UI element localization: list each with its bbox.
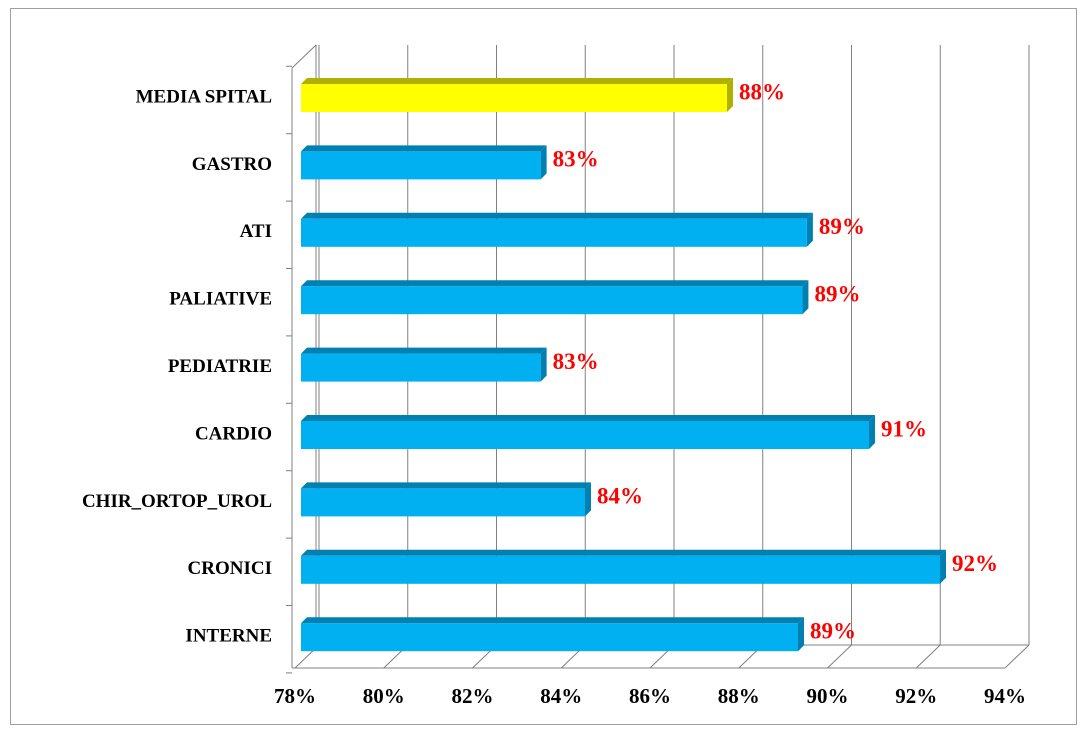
bar-top: [301, 212, 813, 219]
bar-top: [301, 347, 547, 354]
y-tick-label: MEDIA SPITAL: [136, 86, 272, 107]
x-tick-label: 82%: [452, 684, 494, 708]
x-tick-label: 88%: [718, 684, 760, 708]
x-tick-label: 94%: [984, 684, 1026, 708]
floor-grid-line: [1004, 644, 1030, 669]
floor-grid-line: [915, 644, 941, 669]
bar-side: [798, 617, 804, 652]
bar-side: [802, 280, 809, 315]
bar: [301, 286, 803, 315]
bar: [301, 151, 541, 180]
side-wall-top: [291, 44, 317, 69]
bar-top: [301, 280, 809, 287]
y-tick-label: CHIR_ORTOP_UROL: [82, 491, 272, 512]
bar-side: [806, 212, 813, 247]
floor-grid-line: [827, 644, 852, 669]
bar: [301, 84, 727, 112]
value-label: 91%: [881, 416, 927, 441]
bar-top: [301, 78, 733, 84]
x-tick-label: 86%: [629, 684, 671, 708]
bar: [301, 555, 940, 584]
x-tick-label: 92%: [895, 684, 937, 708]
value-label: 83%: [553, 349, 599, 374]
value-label: 84%: [597, 484, 643, 509]
x-tick-label: 78%: [274, 684, 316, 708]
bar-side: [869, 415, 875, 449]
value-label: 89%: [810, 618, 856, 643]
x-tick-label: 84%: [540, 684, 582, 708]
y-tick-label: CARDIO: [195, 423, 272, 444]
bar-top: [301, 617, 804, 624]
x-tick-label: 80%: [363, 684, 405, 708]
value-label: 88%: [739, 79, 785, 104]
bar: [301, 488, 585, 517]
value-label: 83%: [553, 147, 599, 172]
value-label: 92%: [952, 551, 998, 576]
y-tick-label: GASTRO: [192, 154, 272, 175]
bar-top: [301, 482, 591, 489]
bar: [301, 218, 807, 247]
bar-top: [301, 549, 946, 556]
bar-side: [585, 482, 591, 517]
bar-side: [540, 145, 547, 180]
y-tick-label: ATI: [240, 221, 272, 242]
y-tick-label: CRONICI: [188, 558, 272, 579]
chart-frame: [10, 8, 1077, 725]
bar: [301, 623, 798, 652]
y-tick-label: PALIATIVE: [169, 289, 272, 310]
bar-side: [540, 347, 547, 382]
bar-side: [940, 549, 946, 584]
x-tick-label: 90%: [807, 684, 849, 708]
y-tick-label: PEDIATRIE: [168, 356, 272, 377]
bar-top: [301, 145, 547, 152]
value-label: 89%: [819, 214, 865, 239]
value-label: 89%: [814, 281, 860, 306]
y-tick-label: INTERNE: [185, 626, 272, 647]
bar: [301, 353, 541, 382]
bar: [301, 421, 869, 449]
bar-side: [727, 78, 733, 112]
bar-top: [301, 415, 875, 421]
